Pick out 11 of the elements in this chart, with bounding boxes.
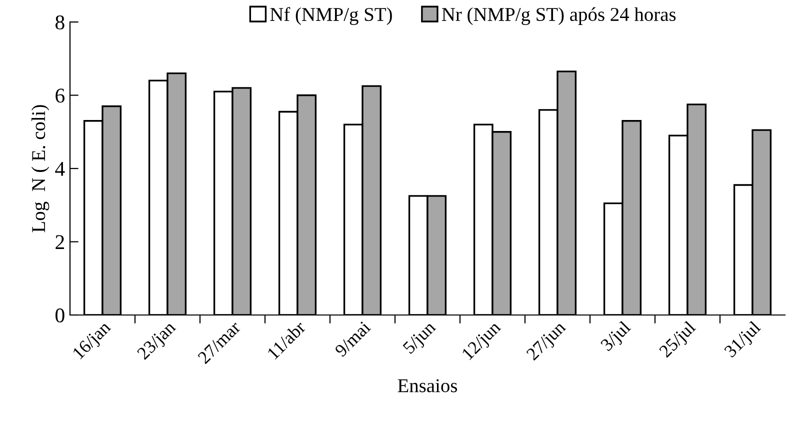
y-tick-label: 8 (56, 15, 64, 30)
legend-label: Nf (NMP/g ST) (270, 7, 392, 26)
x-axis-title: Ensaios (398, 379, 458, 392)
x-tick-label: 3/jul (600, 320, 634, 354)
y-tick-label: 6 (56, 88, 65, 103)
y-axis-title: Log N ( E. coli) (31, 105, 50, 232)
y-tick-label: 0 (56, 308, 64, 322)
y-tick-label: 2 (56, 235, 64, 249)
x-tick-label: 5/jun (402, 320, 439, 357)
legend-label: Nr (NMP/g ST) após 24 horas (442, 7, 676, 26)
y-tick-label: 4 (55, 162, 65, 176)
